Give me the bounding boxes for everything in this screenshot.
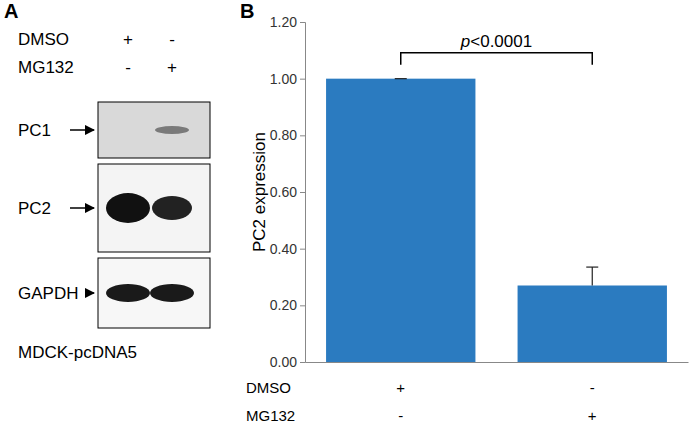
arrow — [70, 129, 94, 131]
bar — [518, 286, 667, 363]
blot-image — [98, 102, 210, 158]
treatment-mark: - — [125, 58, 131, 77]
tick: 0.80 — [270, 127, 305, 143]
tick-label: 0.60 — [270, 184, 297, 200]
tick: 1.00 — [270, 71, 305, 87]
axis-line — [306, 362, 689, 363]
plot-area — [326, 79, 667, 362]
tick: 0.00 — [270, 354, 305, 370]
tick-label: 1.20 — [270, 14, 297, 30]
panel-a: ADMSO + - MG132 - + PC1 PC2 GAPDH MDCK-pcDNA5 — [4, 0, 210, 362]
axis-line — [300, 23, 306, 363]
error-bar-cap — [395, 78, 407, 79]
tick: 0.60 — [270, 184, 305, 200]
tick-mark — [300, 135, 305, 136]
tick: 0.40 — [270, 241, 305, 257]
blot-band — [150, 284, 194, 302]
blot-image — [98, 258, 210, 328]
treatment-label: MG132 — [18, 58, 74, 77]
protein-label: PC1 — [18, 121, 51, 140]
tick: 1.20 — [270, 14, 305, 30]
tick-mark — [300, 305, 305, 306]
tick-label: 0.80 — [270, 127, 297, 143]
tick-mark — [300, 79, 305, 80]
treatment-mark: + — [123, 30, 133, 49]
significance-bracket — [401, 53, 593, 65]
tick: 0.20 — [270, 297, 305, 313]
treatment-label: MG132 — [246, 407, 295, 424]
y-axis: 0.00 0.20 0.40 0.60 0.80 1.00 1.20 — [270, 14, 306, 370]
tick-label: 0.20 — [270, 297, 297, 313]
treatment-mark: + — [588, 407, 597, 424]
panel-label: A — [4, 0, 18, 22]
error-bar — [395, 78, 407, 79]
arrow — [70, 207, 94, 209]
treatment-mark: + — [167, 58, 177, 77]
treatment-mark: - — [590, 379, 595, 396]
blot-band — [155, 126, 189, 134]
tick-mark — [300, 249, 305, 250]
tick-mark — [300, 192, 305, 193]
treatment-label: DMSO — [18, 30, 69, 49]
panel-label: B — [240, 0, 254, 22]
y-axis-title: PC2 expression — [250, 132, 269, 252]
blot-band — [106, 284, 150, 302]
tick-label: 1.00 — [270, 71, 297, 87]
panel-b: B 0.00 0.20 0.40 0.60 0.80 1.00 1.20 PC2 express… — [240, 0, 689, 424]
error-bar-stem — [592, 267, 593, 285]
tick-label: 0.40 — [270, 241, 297, 257]
blot-band — [152, 196, 192, 220]
tick-mark — [300, 22, 305, 23]
figure: ADMSO+-MG132-+PC1PC2GAPDHMDCK-pcDNA5B0.0… — [0, 0, 693, 432]
error-bar — [586, 267, 598, 285]
annotation: p<0.0001 — [460, 32, 532, 51]
protein-label: GAPDH — [18, 284, 78, 303]
cell-line-label: MDCK-pcDNA5 — [18, 343, 137, 362]
bar — [326, 79, 475, 362]
blot-band — [106, 193, 150, 223]
treatment-label: DMSO — [246, 379, 291, 396]
error-bar-cap — [586, 266, 598, 267]
tick-label: 0.00 — [270, 354, 297, 370]
blot-image — [98, 164, 210, 252]
treatment-mark: - — [169, 30, 175, 49]
arrow — [90, 292, 94, 294]
treatment-mark: - — [398, 407, 403, 424]
tick-mark — [300, 362, 305, 363]
protein-label: PC2 — [18, 199, 51, 218]
treatment-mark: + — [396, 379, 405, 396]
